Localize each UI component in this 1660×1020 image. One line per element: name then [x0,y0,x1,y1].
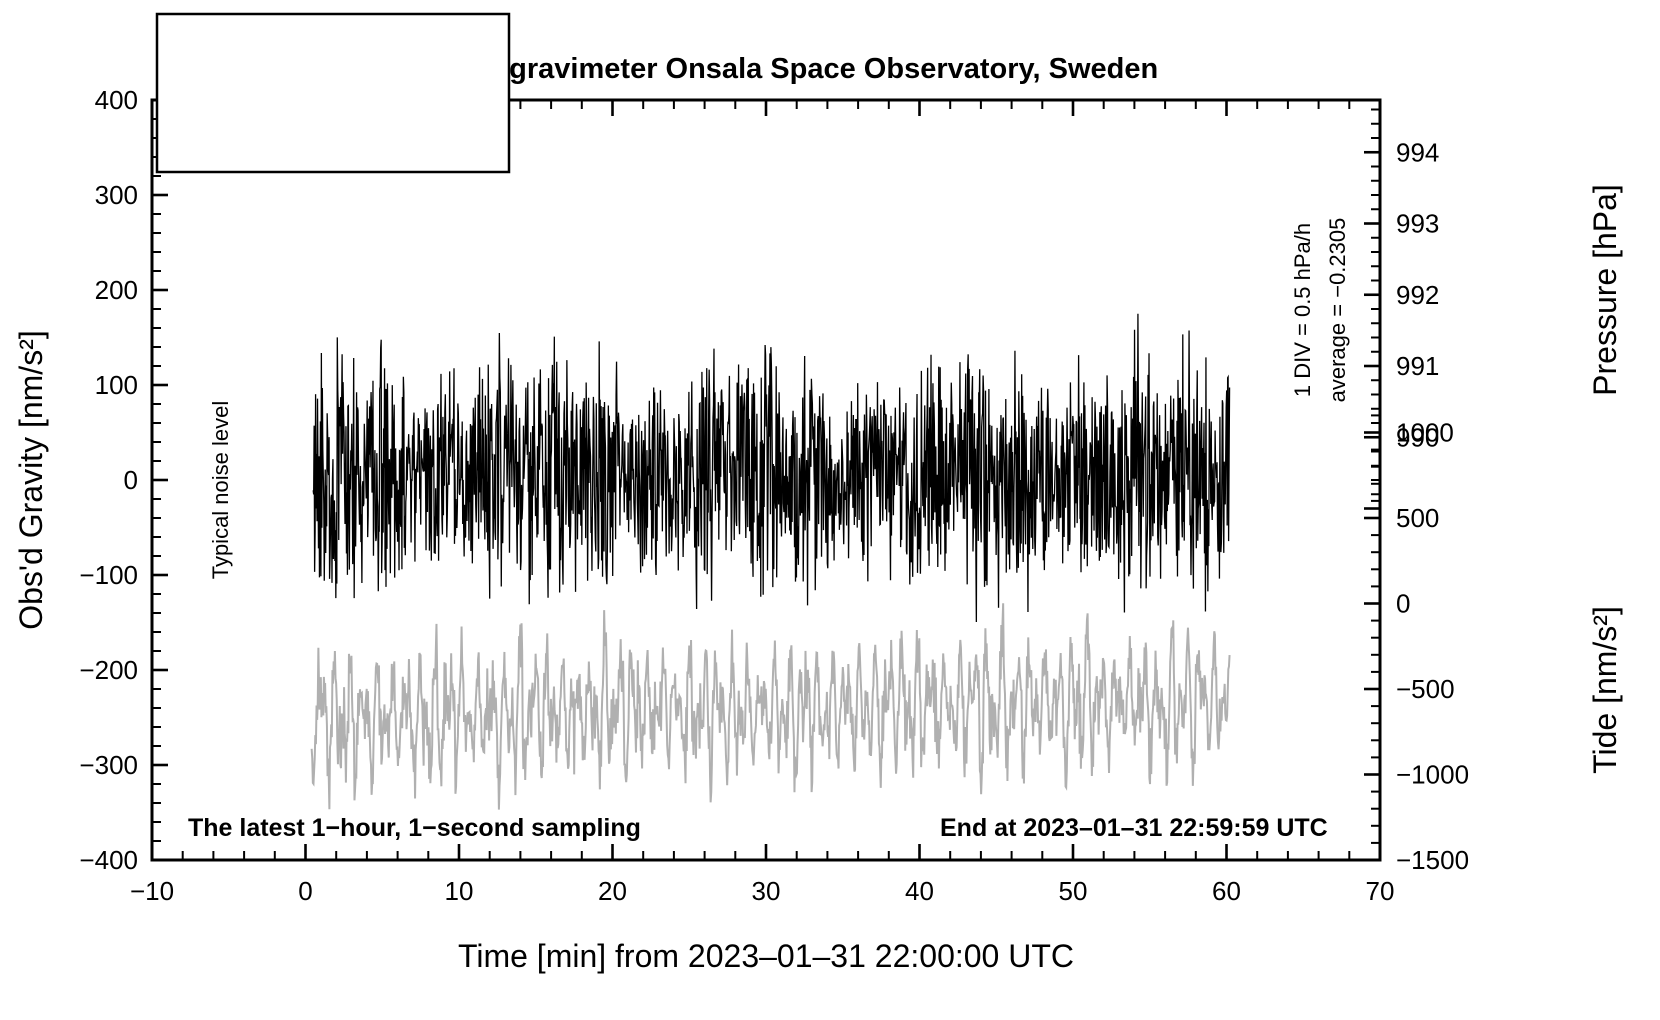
y-axis-title: Obs'd Gravity [nm/s²] [13,330,49,630]
tide-tick-label: −1000 [1396,760,1469,790]
x-tick-label: 70 [1366,876,1395,906]
y-tick-label: 0 [124,465,138,495]
legend-box [155,12,511,174]
pressure-tick-label: 993 [1396,209,1439,239]
y-tick-label: −300 [79,750,138,780]
scale-annotation-div: 1 DIV = 0.5 hPa/h [1290,223,1315,397]
y-axis-gravity: −400 −300 −200 −100 0 100 200 300 400 [79,85,168,875]
y-tick-label: 200 [95,275,138,305]
y-tick-label: −100 [79,560,138,590]
scale-annotation-average: average = −0.2305 [1325,218,1350,403]
x-tick-label: 50 [1059,876,1088,906]
x-tick-label: 30 [752,876,781,906]
x-tick-label: 40 [905,876,934,906]
y-axis-pressure: 990 991 992 993 994 [1364,108,1439,510]
tide-tick-label: 500 [1396,503,1439,533]
y-tick-label: 100 [95,370,138,400]
tide-tick-label: 1000 [1396,418,1454,448]
x-tick-label: 60 [1212,876,1241,906]
series-last-10-min [310,603,1231,810]
pressure-tick-label: 992 [1396,280,1439,310]
residual-path [312,313,1231,623]
tide-tick-label: −500 [1396,674,1455,704]
pressure-tick-label: 990 [1396,422,1439,452]
series-residual [312,313,1231,623]
pressure-tick-label: 994 [1396,137,1439,167]
tide-tick-label: 0 [1396,589,1410,619]
x-tick-label: 20 [598,876,627,906]
legend[interactable] [155,12,511,174]
x-tick-label: 10 [445,876,474,906]
footer-left-note: The latest 1−hour, 1−second sampling [188,814,641,842]
x-tick-label: −10 [130,876,174,906]
y-tick-label: 300 [95,180,138,210]
typical-noise-level-label: Typical noise level [208,401,233,580]
y-tick-label: 400 [95,85,138,115]
y-axis-tide: −1500 −1000 −500 0 500 1000 [1364,414,1469,875]
pressure-tick-label: 991 [1396,351,1439,381]
x-axis: −10 0 10 20 30 40 50 60 70 [130,100,1395,906]
last-10-min-path [310,603,1231,810]
footer-right-note: End at 2023–01–31 22:59:59 UTC [940,814,1328,842]
pressure-axis-title: Pressure [hPa] [1587,184,1623,396]
y-tick-label: −200 [79,655,138,685]
x-axis-title: Time [min] from 2023–01–31 22:00:00 UTC [458,938,1074,974]
y-tick-label: −400 [79,845,138,875]
x-tick-label: 0 [298,876,312,906]
tide-axis-title: Tide [nm/s²] [1587,606,1623,774]
tide-tick-label: −1500 [1396,845,1469,875]
